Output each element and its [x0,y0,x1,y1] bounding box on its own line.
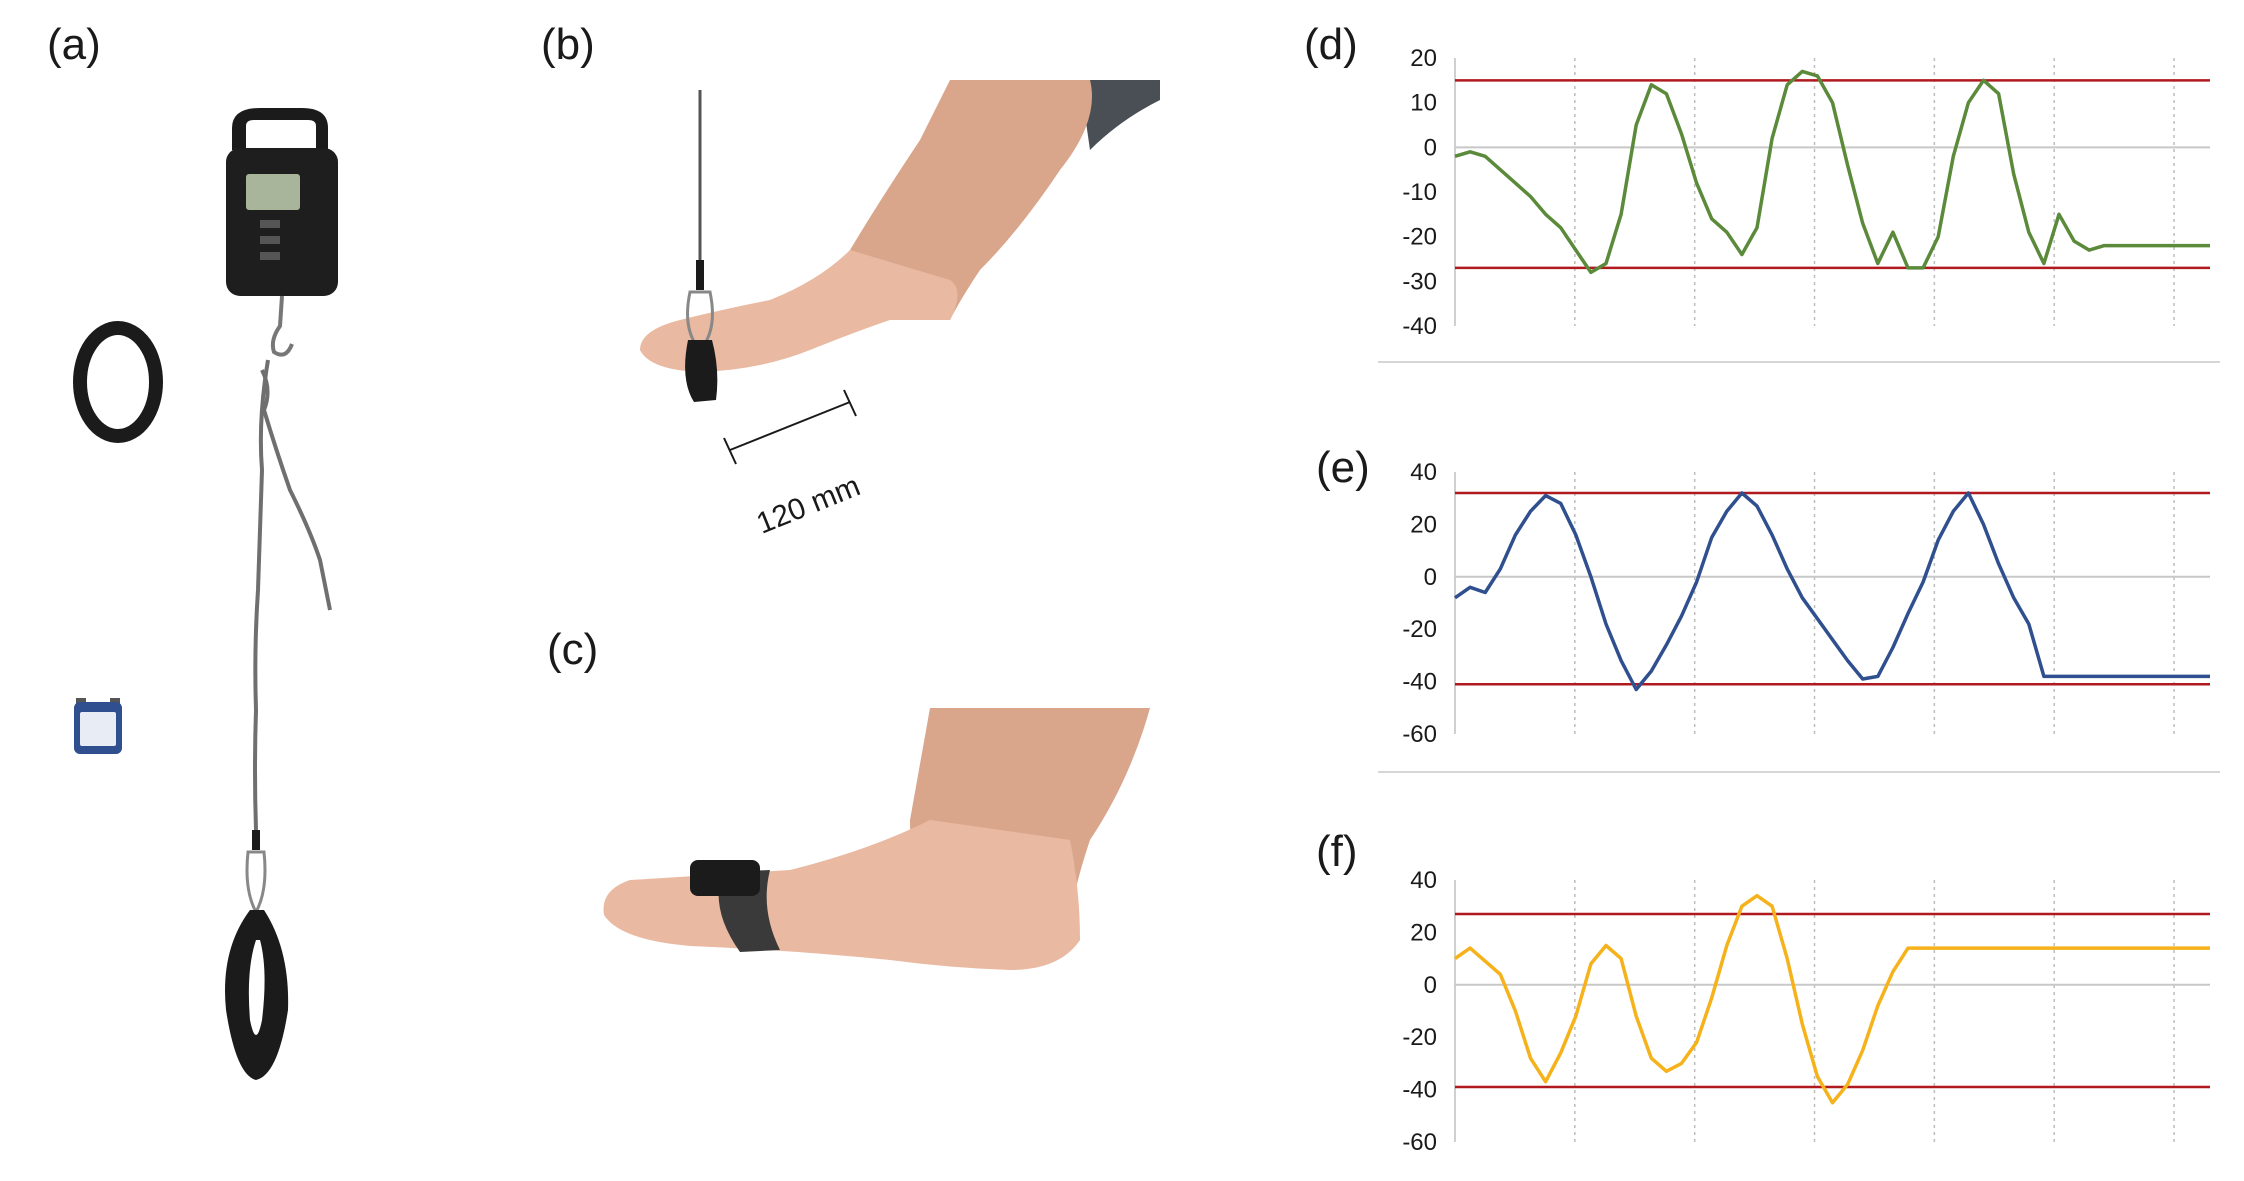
y-tick-label: 0 [1424,564,1437,591]
y-tick-label: -60 [1402,1129,1437,1156]
y-tick-label: 0 [1424,134,1437,161]
series-line [1454,69,2210,275]
panel-label-f: (f) [1316,827,1358,876]
y-tick-label: 40 [1410,460,1437,486]
foot-cable-photo [640,80,1160,465]
panel-label-b: (b) [541,20,595,69]
chart-f: 40 20 0 -20 -40 -60 [1402,867,2210,1156]
panel-label-c: (c) [547,625,599,674]
y-tick-label: -20 [1402,616,1437,643]
foot-sensor-photo [603,708,1150,970]
carabiner-icon [245,850,267,916]
y-tick-label: -40 [1402,1077,1437,1104]
series-line [1454,893,2210,1105]
measurement-line [723,389,857,465]
y-tick-label: -20 [1402,224,1437,251]
panel-label-d: (d) [1304,20,1358,69]
y-tick-label: 20 [1410,919,1437,946]
chart-e: 40 20 0 -20 -40 -60 [1378,460,2220,773]
y-tick-label: 20 [1410,45,1437,72]
y-tick-label: 10 [1410,90,1437,117]
y-tick-label: -60 [1402,721,1437,748]
imu-sensor-icon [74,698,122,754]
strap-icon [73,321,163,443]
panel-label-a: (a) [47,20,101,69]
y-tick-label: -40 [1402,313,1437,340]
y-tick-label: 20 [1410,511,1437,538]
y-tick-label: 0 [1424,972,1437,999]
equipment-photo [73,108,338,1080]
y-tick-label: -20 [1402,1024,1437,1051]
series-line [1454,491,2210,692]
y-tick-label: 40 [1410,867,1437,894]
panel-label-e: (e) [1316,443,1370,492]
scale-icon [226,108,338,296]
y-tick-label: -30 [1402,268,1437,295]
chart-d: 20 10 0 -10 -20 -30 -40 [1378,45,2220,363]
y-tick-label: -10 [1402,179,1437,206]
y-tick-label: -40 [1402,669,1437,696]
